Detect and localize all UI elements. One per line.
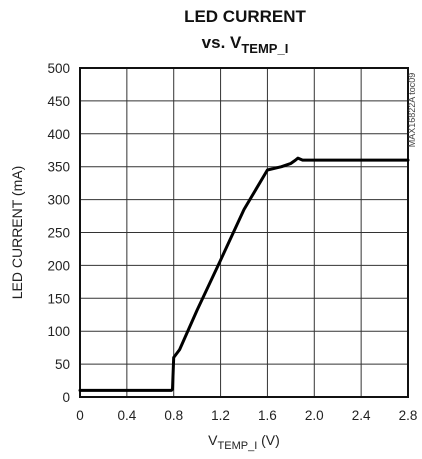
x-tick-label: 0.4 bbox=[117, 408, 136, 423]
y-tick-label: 0 bbox=[62, 390, 70, 405]
y-tick-label: 100 bbox=[47, 324, 70, 339]
x-tick-label: 0 bbox=[76, 408, 84, 423]
x-axis-ticks: 0 0.4 0.8 1.2 1.6 2.0 2.4 2.8 bbox=[76, 408, 417, 423]
y-axis-label: LED CURRENT (mA) bbox=[9, 166, 25, 300]
y-axis-ticks: 0 50 100 150 200 250 300 350 400 450 500 bbox=[47, 61, 70, 405]
figure-code-annotation: MAX16822A toc09 bbox=[407, 73, 417, 148]
chart-title-subscript: TEMP_I bbox=[241, 41, 289, 56]
plot-frame bbox=[79, 67, 409, 398]
x-tick-label: 1.2 bbox=[211, 408, 230, 423]
y-tick-label: 300 bbox=[47, 193, 70, 208]
y-tick-label: 150 bbox=[47, 291, 70, 306]
x-axis-label-subscript: TEMP_I bbox=[218, 440, 258, 452]
x-axis-label-unit: (V) bbox=[257, 432, 280, 448]
y-tick-label: 500 bbox=[47, 61, 70, 76]
chart-title-line2: vs. VTEMP_I bbox=[34, 33, 422, 56]
y-tick-label: 50 bbox=[55, 357, 70, 372]
y-tick-label: 450 bbox=[47, 94, 70, 109]
x-axis-label-prefix: V bbox=[208, 432, 218, 448]
y-tick-label: 200 bbox=[47, 258, 70, 273]
series-line bbox=[78, 156, 410, 392]
grid bbox=[79, 67, 409, 398]
chart-title-line1: LED CURRENT bbox=[184, 7, 306, 26]
x-tick-label: 2.8 bbox=[399, 408, 418, 423]
y-tick-label: 350 bbox=[47, 160, 70, 175]
x-tick-label: 2.4 bbox=[352, 408, 371, 423]
y-tick-label: 400 bbox=[47, 127, 70, 142]
x-tick-label: 2.0 bbox=[305, 408, 324, 423]
y-tick-label: 250 bbox=[47, 226, 70, 241]
x-tick-label: 0.8 bbox=[164, 408, 183, 423]
x-tick-label: 1.6 bbox=[258, 408, 277, 423]
series-layer bbox=[78, 156, 410, 392]
chart-title-prefix: vs. V bbox=[201, 33, 242, 52]
x-axis-label: VTEMP_I (V) bbox=[208, 432, 280, 452]
